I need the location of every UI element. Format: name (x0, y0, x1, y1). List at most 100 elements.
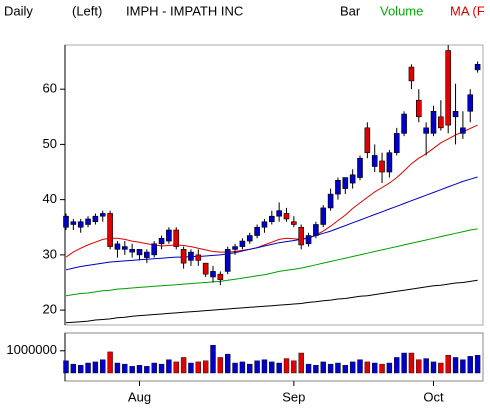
x-tick-label: Sep (282, 389, 305, 404)
volume-bar (63, 360, 69, 374)
volume-bar (247, 363, 253, 374)
volume-bar (269, 361, 275, 374)
candle-body (408, 66, 415, 82)
candle-body (452, 110, 459, 118)
candle-body (320, 207, 327, 225)
volume-bar (408, 352, 415, 374)
volume-bar (276, 362, 282, 374)
volume-bar (92, 361, 99, 374)
volume-bar (188, 362, 194, 374)
candle-body (85, 218, 91, 225)
y-tick-label: 40 (43, 191, 57, 206)
candle-body (276, 210, 282, 217)
volume-bar (401, 352, 407, 374)
candle-body (474, 64, 481, 71)
candle-body (180, 249, 187, 264)
candle-body (129, 249, 135, 253)
volume-bar (327, 363, 334, 374)
volume-label: Volume (380, 3, 423, 18)
candle-body (364, 127, 371, 153)
ma-label: MA (F (450, 3, 485, 18)
candle-body (254, 226, 260, 236)
y-tick-label: 50 (43, 136, 57, 151)
candle-body (114, 243, 121, 250)
volume-bar (158, 363, 165, 374)
y-tick-label: 1000000 (6, 342, 57, 357)
candle-body (261, 221, 268, 228)
volume-bar (224, 353, 231, 374)
volume-bar (166, 359, 172, 374)
y-tick-label: 60 (43, 81, 57, 96)
candle-body (305, 235, 312, 245)
volume-bar (474, 355, 481, 374)
candle-body (239, 240, 246, 247)
candle-body (298, 226, 305, 246)
moving-average (65, 176, 478, 271)
volume-bar (202, 360, 209, 374)
volume-bar (445, 355, 451, 374)
candle-body (268, 215, 275, 223)
volume-bar (305, 363, 312, 374)
volume-bar (364, 361, 371, 374)
volume-bar (173, 361, 179, 374)
candle-body (217, 273, 224, 281)
volume-bar (210, 345, 216, 374)
x-tick-label: Aug (128, 389, 151, 404)
volume-bar (136, 365, 143, 374)
volume-bar (151, 362, 157, 374)
candle-body (460, 127, 466, 134)
volume-bar (335, 362, 341, 374)
candle-body (386, 152, 393, 173)
x-tick-label: Oct (423, 389, 444, 404)
volume-bar (122, 363, 128, 374)
volume-bar (467, 356, 473, 374)
volume-bar (254, 360, 260, 374)
candle-body (335, 180, 341, 195)
candle-body (423, 127, 429, 134)
candle-body (107, 213, 113, 247)
volume-bar (114, 362, 121, 374)
volume-bar (423, 358, 429, 374)
y-tick-label: 20 (43, 302, 57, 317)
style: Bar (340, 3, 361, 18)
volume-bar (379, 363, 385, 374)
candle-body (371, 155, 378, 167)
candle-body (99, 213, 106, 217)
moving-average (65, 228, 478, 297)
candle-body (342, 177, 349, 189)
candle-body (283, 213, 290, 220)
candle-body (438, 116, 444, 129)
candle-body (92, 215, 99, 223)
volume-bar (129, 366, 135, 374)
axis-side: (Left) (72, 3, 102, 18)
candle-body (246, 235, 253, 242)
candle-body (224, 249, 231, 272)
candle-body (166, 229, 172, 242)
candle-body (188, 251, 194, 261)
volume-bar (291, 360, 297, 374)
volume-bar (144, 366, 150, 374)
candle-body (136, 249, 143, 256)
volume-bar (195, 361, 202, 374)
volume-bar (283, 358, 290, 374)
candle-body (313, 224, 319, 236)
candle-body (173, 229, 180, 247)
volume-bar (100, 359, 106, 374)
volume-bar (357, 359, 363, 374)
candle-body (430, 110, 437, 134)
volume-bar (70, 363, 77, 374)
candle-body (393, 133, 400, 153)
candle-body (210, 271, 216, 278)
volume-bar (107, 351, 113, 374)
volume-bar (239, 361, 246, 374)
candle-body (144, 251, 150, 258)
volume-bar (460, 359, 466, 374)
candle-body (70, 221, 77, 225)
volume-bar (372, 362, 378, 374)
volume-bar (416, 359, 422, 374)
candle-body (401, 113, 407, 134)
volume-bar (342, 365, 348, 374)
volume-bar (313, 365, 319, 374)
